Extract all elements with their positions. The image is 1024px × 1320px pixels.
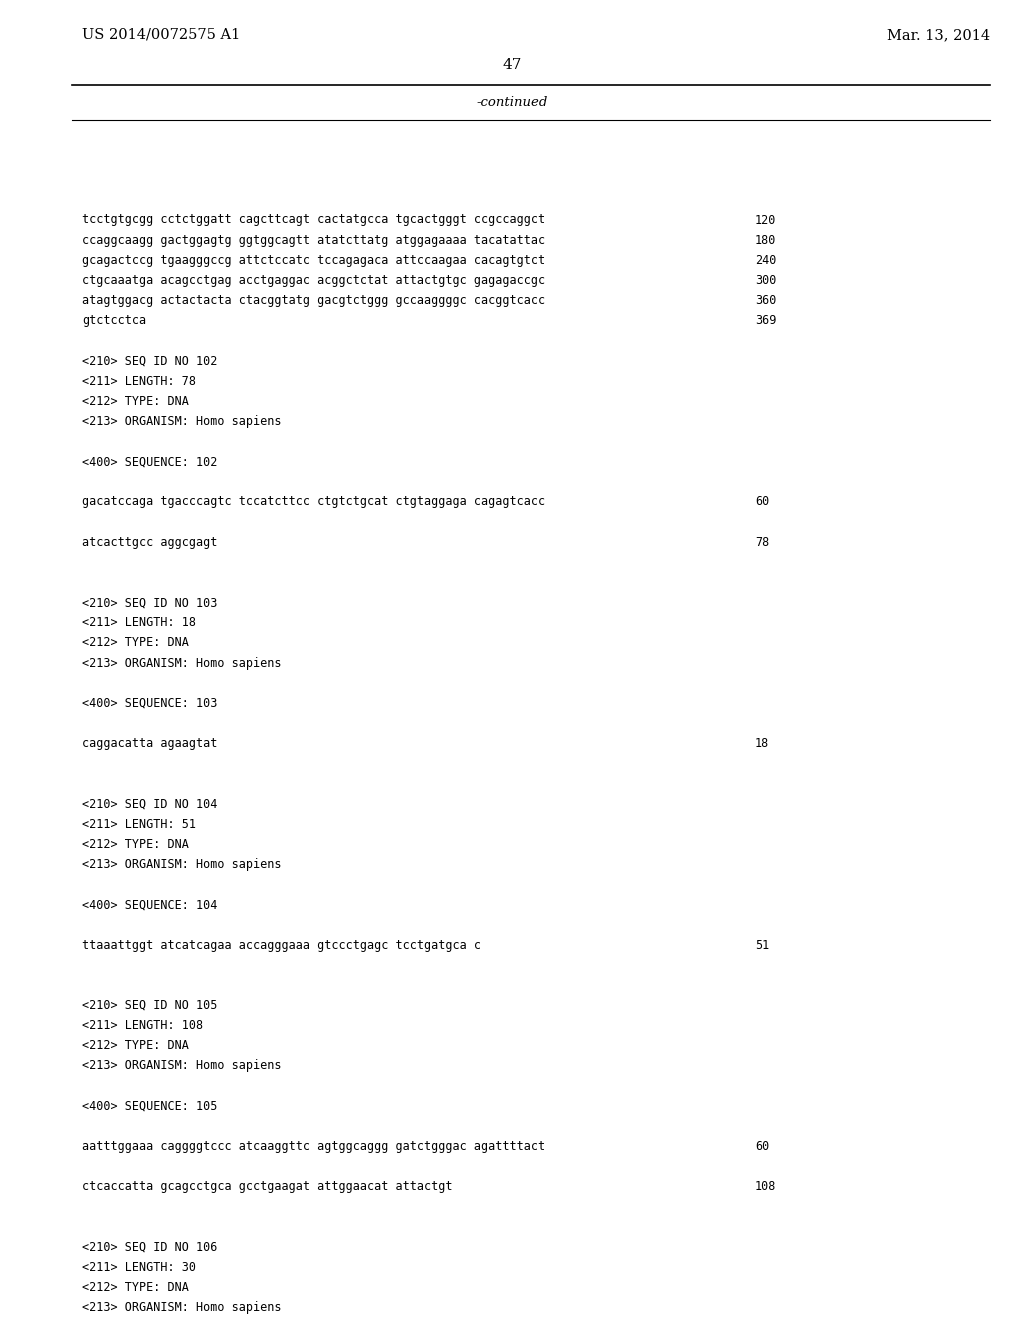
Text: Mar. 13, 2014: Mar. 13, 2014 — [887, 28, 990, 42]
Text: 180: 180 — [755, 234, 776, 247]
Text: ttaaattggt atcatcagaa accagggaaa gtccctgagc tcctgatgca c: ttaaattggt atcatcagaa accagggaaa gtccctg… — [82, 939, 481, 952]
Text: 120: 120 — [755, 214, 776, 227]
Text: 240: 240 — [755, 253, 776, 267]
Text: <212> TYPE: DNA: <212> TYPE: DNA — [82, 395, 188, 408]
Text: caggacatta agaagtat: caggacatta agaagtat — [82, 737, 217, 750]
Text: atagtggacg actactacta ctacggtatg gacgtctggg gccaaggggc cacggtcacc: atagtggacg actactacta ctacggtatg gacgtct… — [82, 294, 545, 308]
Text: <211> LENGTH: 108: <211> LENGTH: 108 — [82, 1019, 203, 1032]
Text: 369: 369 — [755, 314, 776, 327]
Text: 60: 60 — [755, 495, 769, 508]
Text: <212> TYPE: DNA: <212> TYPE: DNA — [82, 1280, 188, 1294]
Text: <210> SEQ ID NO 102: <210> SEQ ID NO 102 — [82, 355, 217, 367]
Text: <400> SEQUENCE: 105: <400> SEQUENCE: 105 — [82, 1100, 217, 1113]
Text: 360: 360 — [755, 294, 776, 308]
Text: <213> ORGANISM: Homo sapiens: <213> ORGANISM: Homo sapiens — [82, 858, 282, 871]
Text: 300: 300 — [755, 275, 776, 286]
Text: gtctcctca: gtctcctca — [82, 314, 146, 327]
Text: atcacttgcc aggcgagt: atcacttgcc aggcgagt — [82, 536, 217, 549]
Text: <212> TYPE: DNA: <212> TYPE: DNA — [82, 636, 188, 649]
Text: 78: 78 — [755, 536, 769, 549]
Text: <211> LENGTH: 78: <211> LENGTH: 78 — [82, 375, 196, 388]
Text: <400> SEQUENCE: 103: <400> SEQUENCE: 103 — [82, 697, 217, 710]
Text: <212> TYPE: DNA: <212> TYPE: DNA — [82, 838, 188, 851]
Text: ctgcaaatga acagcctgag acctgaggac acggctctat attactgtgc gagagaccgc: ctgcaaatga acagcctgag acctgaggac acggctc… — [82, 275, 545, 286]
Text: <212> TYPE: DNA: <212> TYPE: DNA — [82, 1039, 188, 1052]
Text: <213> ORGANISM: Homo sapiens: <213> ORGANISM: Homo sapiens — [82, 656, 282, 669]
Text: <213> ORGANISM: Homo sapiens: <213> ORGANISM: Homo sapiens — [82, 1060, 282, 1072]
Text: -continued: -continued — [476, 95, 548, 108]
Text: 51: 51 — [755, 939, 769, 952]
Text: tcctgtgcgg cctctggatt cagcttcagt cactatgcca tgcactgggt ccgccaggct: tcctgtgcgg cctctggatt cagcttcagt cactatg… — [82, 214, 545, 227]
Text: <210> SEQ ID NO 104: <210> SEQ ID NO 104 — [82, 797, 217, 810]
Text: <211> LENGTH: 51: <211> LENGTH: 51 — [82, 817, 196, 830]
Text: gcagactccg tgaagggccg attctccatc tccagagaca attccaagaa cacagtgtct: gcagactccg tgaagggccg attctccatc tccagag… — [82, 253, 545, 267]
Text: <211> LENGTH: 30: <211> LENGTH: 30 — [82, 1261, 196, 1274]
Text: 60: 60 — [755, 1140, 769, 1152]
Text: <400> SEQUENCE: 102: <400> SEQUENCE: 102 — [82, 455, 217, 469]
Text: <400> SEQUENCE: 104: <400> SEQUENCE: 104 — [82, 898, 217, 911]
Text: <210> SEQ ID NO 106: <210> SEQ ID NO 106 — [82, 1241, 217, 1254]
Text: ccaggcaagg gactggagtg ggtggcagtt atatcttatg atggagaaaa tacatattac: ccaggcaagg gactggagtg ggtggcagtt atatctt… — [82, 234, 545, 247]
Text: aatttggaaa caggggtccc atcaaggttc agtggcaggg gatctgggac agattttact: aatttggaaa caggggtccc atcaaggttc agtggca… — [82, 1140, 545, 1152]
Text: <210> SEQ ID NO 103: <210> SEQ ID NO 103 — [82, 597, 217, 609]
Text: US 2014/0072575 A1: US 2014/0072575 A1 — [82, 28, 241, 42]
Text: 108: 108 — [755, 1180, 776, 1193]
Text: <210> SEQ ID NO 105: <210> SEQ ID NO 105 — [82, 999, 217, 1012]
Text: <213> ORGANISM: Homo sapiens: <213> ORGANISM: Homo sapiens — [82, 1302, 282, 1313]
Text: gacatccaga tgacccagtc tccatcttcc ctgtctgcat ctgtaggaga cagagtcacc: gacatccaga tgacccagtc tccatcttcc ctgtctg… — [82, 495, 545, 508]
Text: 47: 47 — [503, 58, 521, 73]
Text: <213> ORGANISM: Homo sapiens: <213> ORGANISM: Homo sapiens — [82, 414, 282, 428]
Text: 18: 18 — [755, 737, 769, 750]
Text: ctcaccatta gcagcctgca gcctgaagat attggaacat attactgt: ctcaccatta gcagcctgca gcctgaagat attggaa… — [82, 1180, 453, 1193]
Text: <211> LENGTH: 18: <211> LENGTH: 18 — [82, 616, 196, 630]
